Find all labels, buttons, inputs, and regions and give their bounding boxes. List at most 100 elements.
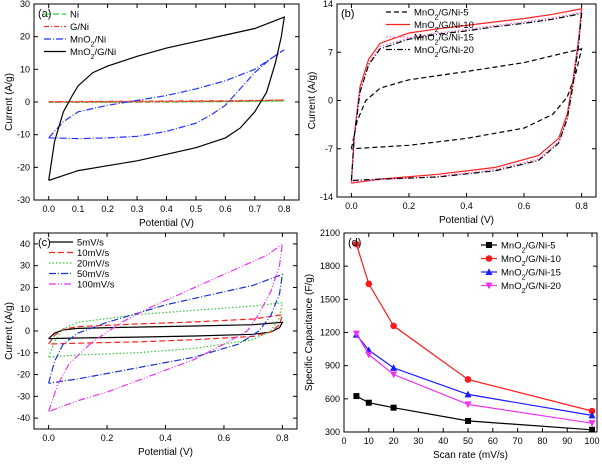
data-point-d-1-4 bbox=[588, 407, 596, 415]
x-tick-label-d-9: 90 bbox=[562, 436, 572, 446]
x-tick-label-d-5: 50 bbox=[463, 436, 473, 446]
x-tick-label-b-0: 0.0 bbox=[345, 201, 358, 211]
x-tick-label-d-10: 100 bbox=[585, 436, 600, 446]
data-point-d-3-2 bbox=[390, 371, 398, 379]
y-tick-label-d-3: 1200 bbox=[320, 328, 340, 338]
legend-label-b-1: MnO2/G/Ni-10 bbox=[414, 20, 474, 34]
chart-panel-d: 0 10 20 30 40 50 60 70 80 90 100 300 600 900 1200 1500 1… bbox=[304, 228, 600, 461]
x-axis-label-c: Potential (V) bbox=[138, 447, 193, 458]
series-line-a-3 bbox=[48, 16, 286, 181]
y-tick-label-c-7: 30 bbox=[20, 261, 30, 271]
chart-panel-b: 0.0 0.2 0.4 0.6 0.8 -14 -7 0 7 14 Potential (V) Cur… bbox=[307, 0, 597, 226]
x-tick-label-b-2: 0.4 bbox=[460, 201, 473, 211]
y-tick-label-b-3: 7 bbox=[328, 47, 333, 57]
axes-frame-c bbox=[33, 232, 298, 430]
legend-b: MnO2/G/Ni-5MnO2/G/Ni-10MnO2/G/Ni-15MnO2/… bbox=[386, 8, 474, 59]
y-tick-label-c-3: -10 bbox=[17, 348, 30, 358]
series-group-d bbox=[352, 240, 596, 432]
data-point-d-2-2 bbox=[390, 364, 398, 371]
y-tick-label-d-5: 1800 bbox=[320, 261, 340, 271]
y-tick-label-d-6: 2100 bbox=[320, 228, 340, 238]
series-line-b-0 bbox=[350, 47, 583, 150]
series-line-d-0 bbox=[356, 395, 593, 431]
data-point-d-3-0 bbox=[352, 330, 360, 338]
x-tick-label-d-6: 60 bbox=[488, 436, 498, 446]
x-tick-label-a-5: 0.5 bbox=[190, 204, 203, 214]
x-tick-label-c-3: 0.6 bbox=[218, 433, 231, 443]
data-point-d-1-2 bbox=[390, 322, 397, 330]
y-tick-label-a-3: 0 bbox=[25, 97, 30, 107]
panel-label-b: (b) bbox=[341, 8, 354, 20]
x-tick-label-d-2: 20 bbox=[389, 436, 399, 446]
x-tick-label-a-7: 0.7 bbox=[249, 204, 262, 214]
y-tick-label-d-4: 1500 bbox=[320, 294, 340, 304]
x-tick-label-a-3: 0.3 bbox=[131, 204, 144, 214]
x-axis-label-b: Potential (V) bbox=[439, 215, 494, 226]
legend-label-a-1: G/Ni bbox=[70, 22, 89, 33]
series-line-c-2 bbox=[48, 302, 284, 358]
legend-label-b-0: MnO2/G/Ni-5 bbox=[414, 8, 469, 22]
x-tick-label-a-1: 0.1 bbox=[72, 204, 85, 214]
y-tick-label-c-0: -40 bbox=[17, 413, 30, 423]
legend-label-b-2: MnO2/G/Ni-15 bbox=[414, 33, 474, 47]
y-tick-label-b-2: 0 bbox=[328, 96, 333, 106]
y-axis-label-a: Current (A/g) bbox=[4, 73, 15, 131]
x-tick-label-a-4: 0.4 bbox=[160, 204, 173, 214]
legend-label-c-1: 10mV/s bbox=[77, 248, 109, 259]
y-tick-label-c-2: -20 bbox=[17, 370, 30, 380]
chart-panel-c: 0.0 0.2 0.4 0.6 0.8 -40 -30 -20 -10 0 10 20 30 40 Pote… bbox=[4, 232, 298, 458]
data-point-d-1-3 bbox=[464, 376, 472, 383]
data-point-d-1-1 bbox=[365, 280, 373, 288]
y-tick-label-a-6: 30 bbox=[20, 0, 30, 9]
y-tick-label-c-4: 0 bbox=[25, 326, 30, 336]
y-axis-label-b: Current (A/g) bbox=[307, 72, 318, 130]
panel-label-c: (c) bbox=[38, 237, 51, 249]
x-tick-label-c-4: 0.8 bbox=[276, 433, 289, 443]
legend-label-c-2: 20mV/s bbox=[77, 259, 109, 270]
x-tick-label-b-4: 0.8 bbox=[575, 201, 588, 211]
series-line-d-2 bbox=[355, 334, 593, 416]
legend-marker-d-1 bbox=[485, 255, 493, 262]
legend-label-a-0: Ni bbox=[70, 10, 79, 21]
legend-d: MnO2/G/Ni-5MnO2/G/Ni-10MnO2/G/Ni-15MnO2/… bbox=[481, 241, 561, 295]
series-group-a bbox=[48, 16, 286, 181]
x-axis-label-a: Potential (V) bbox=[139, 218, 194, 229]
panel-label-d: (d) bbox=[348, 237, 361, 249]
y-tick-label-d-2: 900 bbox=[325, 361, 340, 371]
legend-label-b-3: MnO2/G/Ni-20 bbox=[414, 45, 474, 59]
data-point-d-2-4 bbox=[588, 411, 596, 419]
x-tick-label-d-4: 40 bbox=[438, 436, 448, 446]
data-point-d-3-1 bbox=[365, 351, 373, 359]
y-tick-label-a-2: -10 bbox=[17, 130, 30, 140]
x-tick-label-c-1: 0.2 bbox=[101, 433, 114, 443]
data-point-d-0-2 bbox=[390, 404, 397, 411]
legend-marker-d-3 bbox=[485, 282, 493, 290]
series-line-c-4 bbox=[48, 242, 284, 413]
data-point-d-3-4 bbox=[588, 420, 596, 427]
series-line-b-3 bbox=[350, 12, 583, 182]
y-tick-label-c-8: 40 bbox=[20, 239, 30, 249]
x-tick-label-d-0: 0 bbox=[341, 436, 346, 446]
legend-label-d-1: MnO2/G/Ni-10 bbox=[501, 254, 561, 268]
y-tick-label-a-4: 10 bbox=[20, 64, 30, 74]
y-axis-label-c: Current (A/g) bbox=[4, 302, 15, 360]
x-tick-label-b-1: 0.2 bbox=[403, 201, 416, 211]
x-tick-label-b-3: 0.6 bbox=[518, 201, 531, 211]
y-tick-label-b-0: -14 bbox=[320, 192, 333, 202]
legend-label-d-0: MnO2/G/Ni-5 bbox=[501, 241, 556, 255]
x-tick-label-d-8: 80 bbox=[537, 436, 547, 446]
x-tick-label-d-7: 70 bbox=[513, 436, 523, 446]
legend-label-d-3: MnO2/G/Ni-20 bbox=[501, 281, 561, 295]
data-point-d-0-3 bbox=[465, 417, 472, 424]
chart-panel-a: 0.0 0.1 0.2 0.3 0.4 0.5 0.6 0.7 0.8 -30 -20 -10 0 10 2… bbox=[4, 0, 300, 229]
series-line-b-2 bbox=[350, 11, 583, 183]
y-tick-label-a-1: -20 bbox=[17, 162, 30, 172]
series-line-a-2 bbox=[48, 49, 285, 140]
legend-label-c-0: 5mV/s bbox=[77, 238, 104, 249]
legend-label-a-2: MnO2/Ni bbox=[70, 35, 106, 49]
legend-marker-d-0 bbox=[486, 242, 492, 248]
y-tick-label-c-1: -30 bbox=[17, 391, 30, 401]
